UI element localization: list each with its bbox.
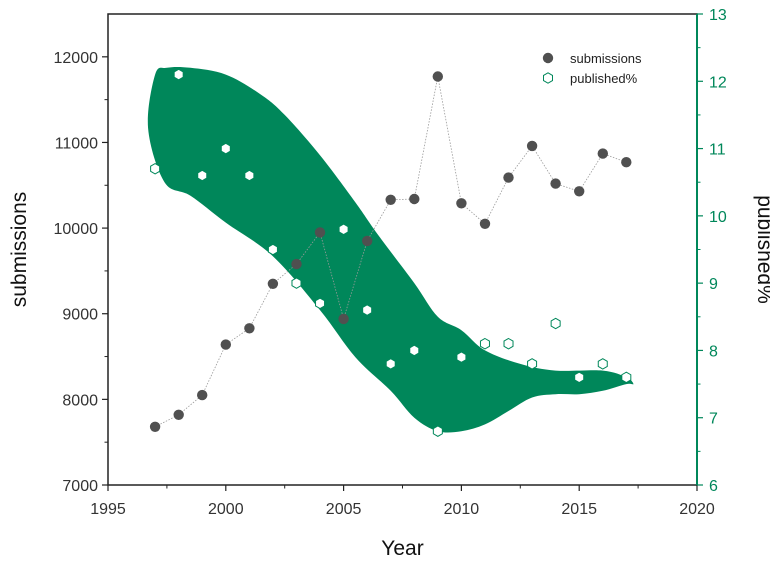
data-points [149, 68, 632, 437]
legend-submissions-marker [542, 52, 554, 64]
submissions-point [621, 157, 632, 168]
published-confidence-band [147, 66, 634, 433]
published-point [291, 277, 302, 289]
y-right-tick-label: 6 [709, 478, 718, 495]
y-left-tick-label: 12000 [54, 50, 99, 67]
submissions-point [550, 178, 561, 189]
submissions-point [244, 323, 255, 334]
published-point [503, 337, 514, 350]
submissions-point [173, 409, 184, 420]
published-point [315, 297, 326, 310]
submissions-point [597, 148, 608, 159]
published-point [338, 223, 349, 236]
published-point [456, 351, 467, 363]
published-point [267, 243, 278, 256]
axes: 1995 2000 2005 2010 2015 2020 7000 8000 9000 1000… [54, 7, 727, 518]
y-left-tick-label: 8000 [62, 392, 98, 409]
submissions-point [149, 421, 161, 432]
submissions-point [456, 198, 467, 209]
submissions-point [220, 339, 231, 350]
y-right-tick-label: 11 [709, 142, 726, 159]
published-point [479, 337, 490, 350]
published-point [550, 317, 561, 330]
published-point [150, 162, 161, 175]
submissions-point [385, 194, 396, 205]
published-point [432, 425, 443, 437]
published-point [173, 68, 184, 81]
submissions-point [362, 235, 373, 247]
x-tick-label: 2005 [326, 501, 362, 518]
published-point [244, 169, 255, 182]
y-left-tick-label: 11000 [55, 135, 98, 152]
legend-published-marker [543, 72, 553, 84]
x-tick-label: 1995 [90, 501, 126, 518]
published-band-area [147, 66, 634, 433]
y-left-tick-label: 10000 [54, 221, 99, 238]
published-point [197, 169, 208, 182]
submissions-point [267, 278, 279, 289]
y-right-tick-label: 7 [709, 411, 718, 428]
y-axis-left-title: submissions [8, 192, 31, 308]
published-point [597, 358, 608, 370]
submissions-point [291, 258, 302, 270]
x-tick-label: 2010 [444, 501, 480, 518]
submissions-point [526, 140, 538, 152]
x-tick-label: 2000 [208, 501, 244, 518]
submissions-point [314, 227, 326, 238]
submissions-point [409, 193, 420, 205]
y-right-tick-label: 12 [709, 74, 727, 91]
submissions-point [574, 186, 585, 197]
legend-submissions-label: submissions [570, 51, 642, 66]
y-right-tick-label: 9 [709, 276, 718, 293]
published-point [385, 358, 396, 370]
x-tick-label: 2020 [679, 501, 715, 518]
published-point [409, 344, 420, 357]
y-axis-right-title: published% [753, 195, 770, 304]
legend: submissions published% [542, 51, 642, 86]
x-tick-label: 2015 [561, 501, 597, 518]
y-right-tick-label: 13 [709, 7, 727, 24]
submissions-point [479, 218, 491, 229]
submissions-point [432, 71, 443, 82]
published-point [621, 371, 632, 384]
y-left-tick-label: 7000 [62, 478, 98, 495]
submissions-point [338, 313, 349, 325]
legend-published-label: published% [570, 71, 638, 86]
x-axis-title: Year [381, 537, 423, 560]
submissions-point [503, 172, 514, 183]
published-point [574, 371, 585, 384]
y-left-tick-label: 9000 [62, 307, 98, 324]
published-point [527, 358, 538, 370]
y-right-tick-label: 10 [709, 209, 727, 226]
y-right-tick-label: 8 [709, 343, 718, 360]
published-point [220, 142, 231, 155]
submissions-point [197, 389, 208, 401]
published-point [362, 304, 373, 316]
